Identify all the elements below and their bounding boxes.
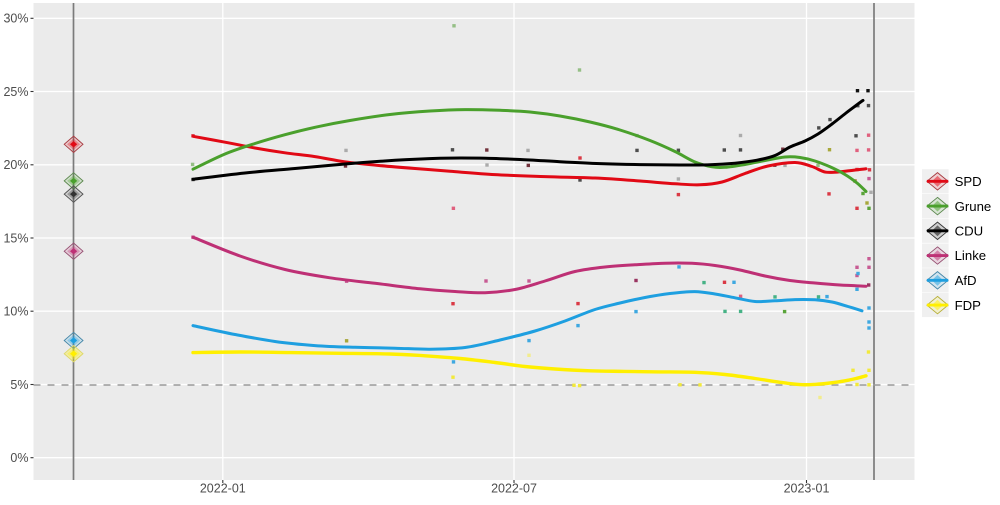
svg-text:10%: 10% (3, 305, 28, 319)
svg-text:5%: 5% (10, 378, 28, 392)
svg-text:30%: 30% (3, 12, 28, 26)
svg-text:20%: 20% (3, 158, 28, 172)
svg-text:Linke: Linke (955, 248, 987, 263)
svg-text:FDP: FDP (955, 298, 982, 313)
svg-text:SPD: SPD (955, 174, 982, 189)
svg-text:2022-07: 2022-07 (491, 482, 537, 496)
svg-text:AfD: AfD (955, 273, 977, 288)
svg-text:0%: 0% (10, 451, 28, 465)
svg-text:2022-01: 2022-01 (200, 482, 246, 496)
svg-text:CDU: CDU (955, 224, 984, 239)
svg-text:15%: 15% (3, 231, 28, 245)
svg-text:Grune: Grune (955, 199, 992, 214)
svg-text:2023-01: 2023-01 (784, 482, 830, 496)
svg-text:25%: 25% (3, 85, 28, 99)
